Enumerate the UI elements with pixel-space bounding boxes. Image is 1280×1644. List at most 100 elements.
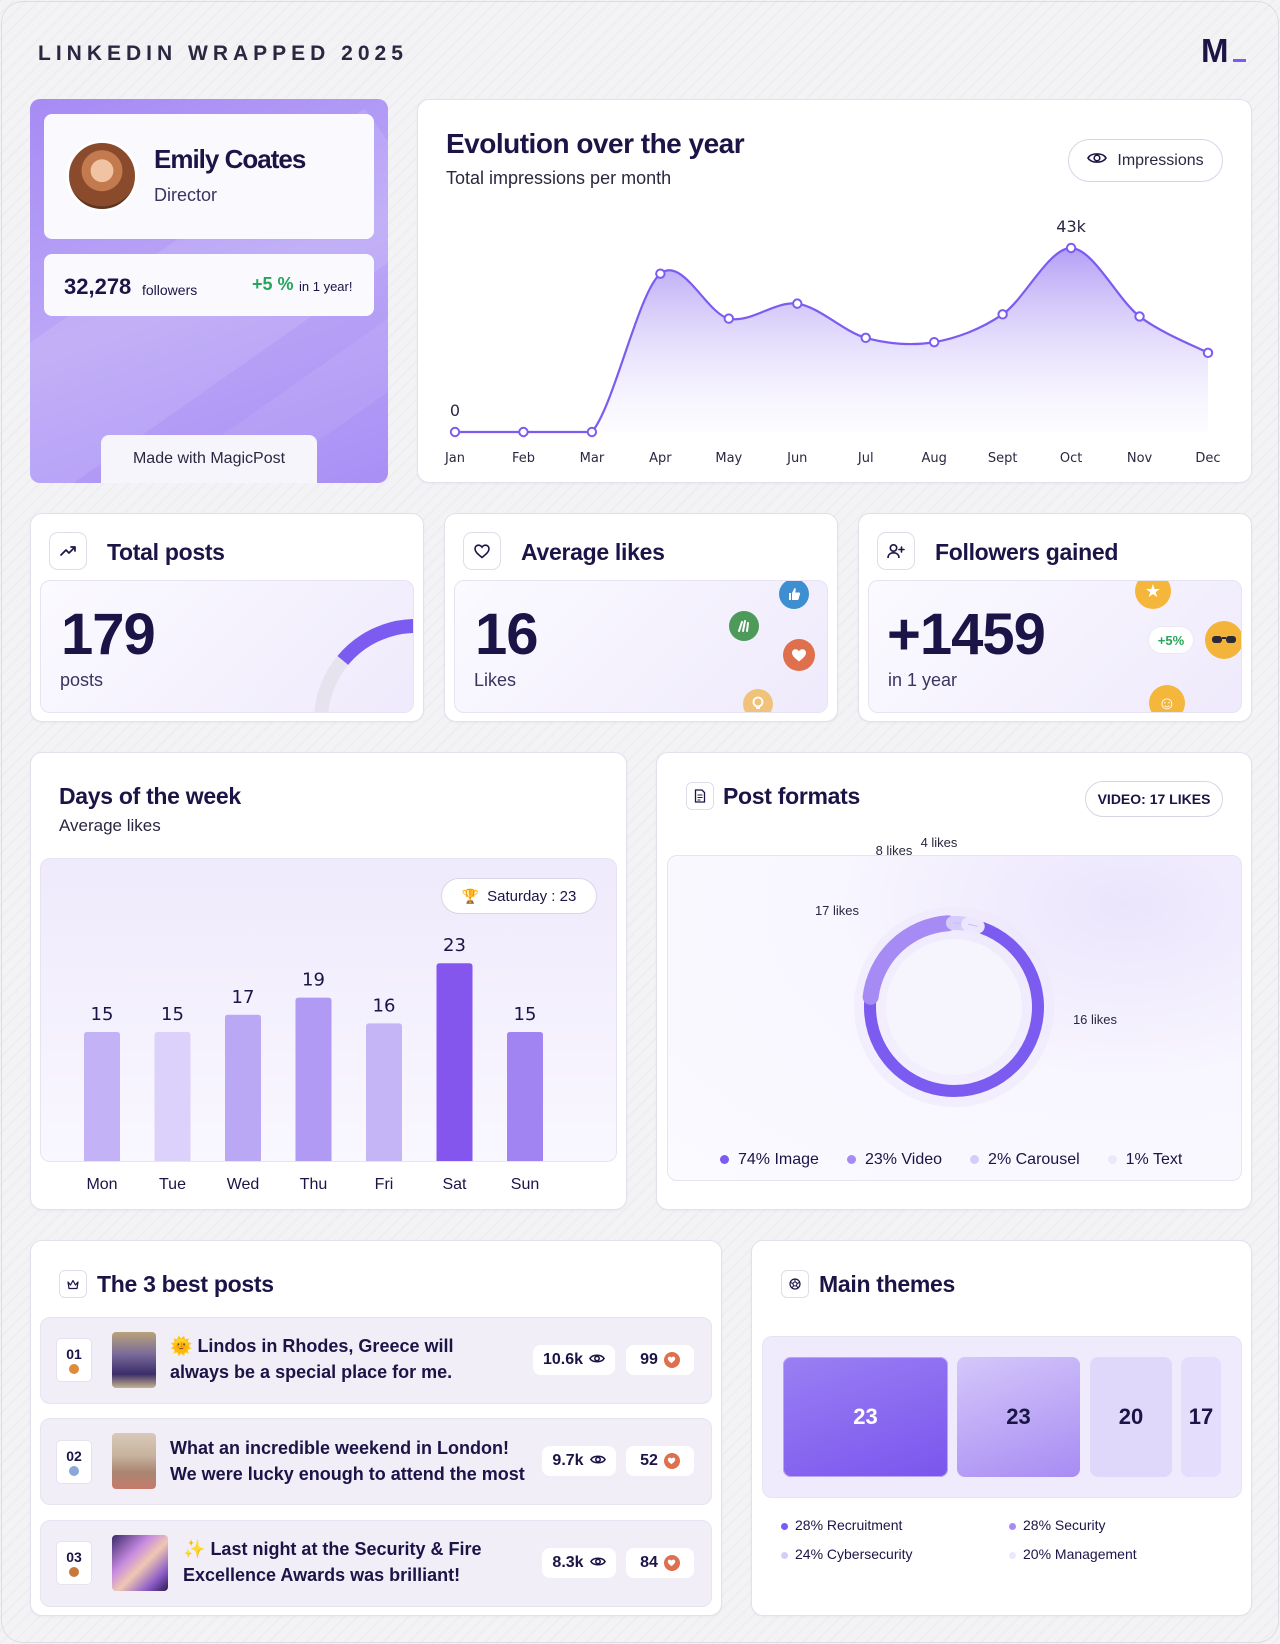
impressions-toggle[interactable]: Impressions [1068, 139, 1223, 182]
data-point [723, 313, 735, 324]
love-reaction-icon [663, 1352, 680, 1368]
donut-label: 16 likes [1073, 1012, 1118, 1027]
post-thumbnail [112, 1332, 156, 1388]
post-likes: 84 [626, 1548, 694, 1578]
like-reaction-icon [779, 581, 809, 609]
legend-video: 23% Video [846, 1151, 942, 1173]
theme-box-security: 23 [957, 1357, 1080, 1477]
themes-legend-cybersecurity: 24% Cybersecurity [781, 1546, 913, 1562]
theme-box-cybersecurity: 20 [1090, 1357, 1172, 1477]
celebrate-reaction-icon [729, 611, 759, 641]
post-views: 10.6k [533, 1345, 615, 1375]
post-likes: 99 [626, 1345, 694, 1375]
growth-label: in 1 year! [299, 279, 353, 294]
day-label: Thu [300, 1176, 328, 1193]
month-label: Mar [580, 451, 605, 466]
day-bar [154, 1032, 191, 1161]
total-posts-value: 179 [61, 602, 156, 667]
zero-label: 0 [450, 401, 460, 420]
bar-value: 15 [91, 1004, 114, 1025]
insightful-reaction-icon [743, 689, 773, 712]
love-reaction-icon [663, 1453, 680, 1469]
bar-value: 15 [514, 1004, 537, 1025]
user-plus-icon [877, 532, 915, 570]
growth-value: +5 % [252, 274, 294, 294]
legend-dot [970, 1155, 980, 1165]
post-thumbnail [112, 1433, 156, 1489]
post-formats-title: Post formats [723, 783, 860, 809]
profile-name: Emily Coates [154, 144, 306, 174]
bar-value: 17 [232, 987, 255, 1008]
day-label: Tue [159, 1176, 186, 1193]
bar-value: 23 [443, 935, 466, 956]
post-thumbnail [112, 1535, 168, 1591]
page-title: LINKEDIN WRAPPED 2025 [38, 42, 408, 65]
day-bar [436, 963, 473, 1161]
followers-gained-title: Followers gained [935, 539, 1119, 565]
day-bar [366, 1023, 402, 1161]
legend-dot [1107, 1155, 1117, 1165]
eye-icon [589, 1351, 605, 1369]
donut-label: 17 likes [815, 903, 860, 918]
eye-icon [589, 1452, 606, 1470]
star-struck-emoji-icon: ★ [1135, 581, 1171, 609]
legend-text: 1% Text [1107, 1151, 1182, 1173]
day-bar [295, 997, 332, 1161]
day-label: Mon [86, 1176, 117, 1193]
month-label: Feb [512, 451, 535, 466]
total-posts-label: posts [60, 670, 104, 690]
sparkles-emoji-icon: ✨ [183, 1539, 206, 1559]
data-point [792, 298, 803, 309]
data-point [518, 426, 529, 438]
theme-box-management: 17 [1181, 1357, 1221, 1477]
aperture-icon [781, 1270, 809, 1298]
day-bar [84, 1032, 120, 1161]
post-text: 🌞 Lindos in Rhodes, Greece will always b… [170, 1336, 454, 1382]
donut-segment [864, 922, 1044, 1097]
average-likes-title: Average likes [521, 539, 665, 565]
month-label: Jan [444, 451, 465, 466]
data-point [1134, 311, 1145, 322]
legend-dot [846, 1155, 856, 1165]
days-subtitle: Average likes [59, 816, 161, 835]
post-views: 8.3k [542, 1548, 616, 1578]
magicpost-logo: M [1201, 32, 1246, 70]
average-likes-value: 16 [475, 602, 539, 667]
data-point [928, 336, 940, 348]
average-likes-body [454, 580, 828, 713]
rank-badge: 01 [56, 1338, 92, 1382]
trending-up-icon [49, 532, 87, 570]
donut-segment-outline [968, 923, 978, 927]
followers-count: 32,278 [64, 274, 132, 299]
data-point [586, 426, 598, 438]
month-label: Sept [988, 451, 1018, 466]
themes-legend-recruitment: 28% Recruitment [781, 1517, 902, 1533]
peak-label: 43k [1056, 217, 1086, 236]
legend-image: 74% Image [720, 1151, 819, 1173]
day-label: Wed [227, 1176, 260, 1193]
eye-icon [589, 1554, 606, 1572]
best-posts-title: The 3 best posts [97, 1271, 274, 1297]
evolution-subtitle: Total impressions per month [446, 168, 672, 188]
data-point [1065, 242, 1077, 254]
document-icon [686, 782, 714, 810]
themes-legend-management: 20% Management [1009, 1546, 1137, 1562]
donut-label: 8 likes [876, 843, 913, 858]
trophy-icon: 🏆 [461, 887, 480, 904]
donut-segment [862, 915, 956, 1005]
data-point [997, 309, 1008, 320]
made-with-magicpost[interactable]: Made with MagicPost [101, 435, 317, 483]
month-label: Jun [786, 451, 807, 466]
donut-label: 4 likes [921, 835, 958, 850]
month-label: Oct [1060, 451, 1082, 466]
eye-icon [1087, 151, 1108, 170]
data-point [1202, 347, 1214, 359]
bar-value: 15 [161, 1004, 184, 1025]
month-label: May [715, 451, 742, 466]
formats-donut: 16 likes 17 likes 8 likes 4 likes [815, 835, 1118, 1107]
bronze-medal-icon [69, 1567, 79, 1577]
day-label: Sat [442, 1176, 467, 1193]
theme-box-recruitment: 23 [783, 1357, 948, 1477]
post-text: What an incredible weekend in London! We… [170, 1438, 525, 1484]
